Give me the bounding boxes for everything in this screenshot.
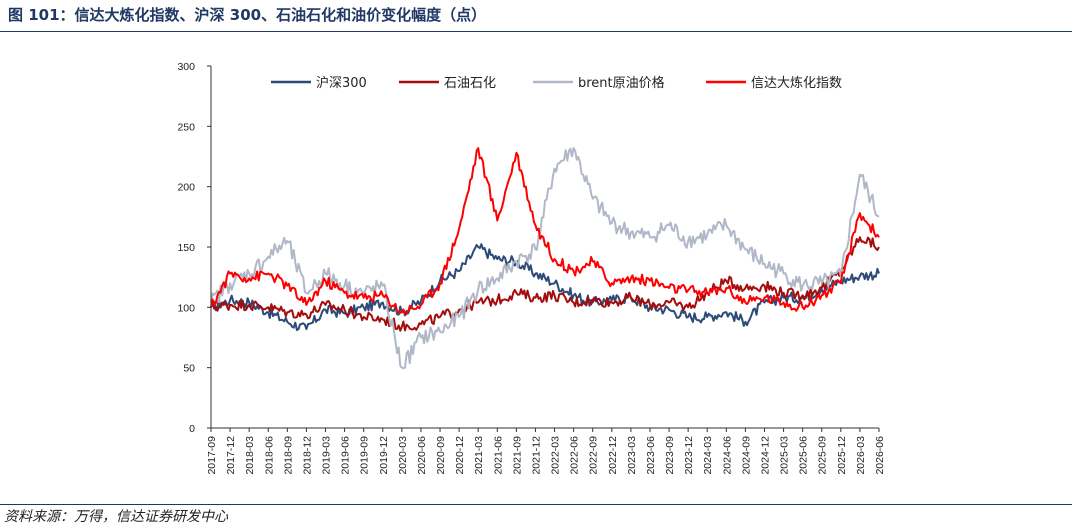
x-tick-label: 2021-06 xyxy=(492,436,504,475)
y-axis: 0 50 100 150 200 250 300 xyxy=(177,61,212,435)
x-tick-label: 2021-12 xyxy=(530,436,542,475)
legend-label: 信达大炼化指数 xyxy=(751,76,842,91)
page-title: 图 101：信达大炼化指数、沪深 300、石油石化和油价变化幅度（点） xyxy=(8,6,487,24)
y-tick-label: 300 xyxy=(177,61,195,73)
plot-area xyxy=(210,147,880,370)
x-tick-label: 2019-09 xyxy=(359,436,371,475)
x-tick-label: 2026-06 xyxy=(874,436,886,475)
x-tick-label: 2018-09 xyxy=(282,436,294,475)
x-tick-label: 2026-03 xyxy=(855,436,867,475)
y-tick-label: 200 xyxy=(177,182,195,194)
x-tick-label: 2022-06 xyxy=(569,436,581,475)
x-tick-label: 2022-12 xyxy=(607,436,619,475)
x-tick-label: 2019-06 xyxy=(340,436,352,475)
x-tick-label: 2024-06 xyxy=(721,436,733,475)
x-tick-label: 2017-09 xyxy=(206,436,218,475)
x-axis: 2017-09 2017-12 2018-03 2018-06 2018-09 2018-… xyxy=(206,427,886,475)
x-tick-label: 2025-06 xyxy=(798,436,810,475)
x-tick-label: 2019-03 xyxy=(321,436,333,475)
footer-divider xyxy=(0,504,1072,505)
x-tick-label: 2020-03 xyxy=(397,436,409,475)
x-tick-label: 2021-09 xyxy=(511,436,523,475)
x-tick-label: 2025-03 xyxy=(779,436,791,475)
x-tick-label: 2018-12 xyxy=(301,436,313,475)
x-tick-label: 2020-09 xyxy=(435,436,447,475)
x-tick-label: 2024-03 xyxy=(702,436,714,475)
x-tick-label: 2025-09 xyxy=(817,436,829,475)
legend-label: 沪深300 xyxy=(316,75,367,91)
x-tick-label: 2024-09 xyxy=(740,436,752,475)
x-tick-label: 2023-03 xyxy=(626,436,638,475)
source-note: 资料来源：万得，信达证券研发中心 xyxy=(4,509,228,525)
chart-legend: 沪深300 石油石化 brent原油价格 信达大炼化指数 xyxy=(271,75,842,91)
x-tick-label: 2023-09 xyxy=(664,436,676,475)
series-line-0 xyxy=(210,243,880,331)
title-divider xyxy=(0,31,1072,32)
x-tick-label: 2019-12 xyxy=(378,436,390,475)
series-line-1 xyxy=(210,236,880,332)
x-tick-label: 2018-03 xyxy=(244,436,256,475)
x-tick-label: 2025-12 xyxy=(836,436,848,475)
x-tick-label: 2022-03 xyxy=(550,436,562,475)
x-tick-label: 2023-12 xyxy=(683,436,695,475)
x-tick-label: 2018-06 xyxy=(263,436,275,475)
x-tick-label: 2024-12 xyxy=(759,436,771,475)
x-tick-label: 2020-06 xyxy=(416,436,428,475)
x-tick-label: 2022-09 xyxy=(588,436,600,475)
series-line-2 xyxy=(210,147,880,370)
x-tick-label: 2023-06 xyxy=(645,436,657,475)
legend-label: 石油石化 xyxy=(444,76,496,91)
y-tick-label: 250 xyxy=(177,121,195,133)
legend-label: brent原油价格 xyxy=(578,75,665,91)
x-tick-label: 2020-12 xyxy=(454,436,466,475)
line-chart: 沪深300 石油石化 brent原油价格 信达大炼化指数 0 50 100 150 200 25… xyxy=(177,61,886,475)
x-tick-label: 2021-03 xyxy=(473,436,485,475)
x-tick-label: 2017-12 xyxy=(225,436,237,475)
series-line-3 xyxy=(210,147,880,316)
y-tick-label: 150 xyxy=(177,242,195,254)
y-tick-label: 50 xyxy=(183,363,195,375)
y-tick-label: 100 xyxy=(177,302,195,314)
y-tick-label: 0 xyxy=(189,423,195,435)
